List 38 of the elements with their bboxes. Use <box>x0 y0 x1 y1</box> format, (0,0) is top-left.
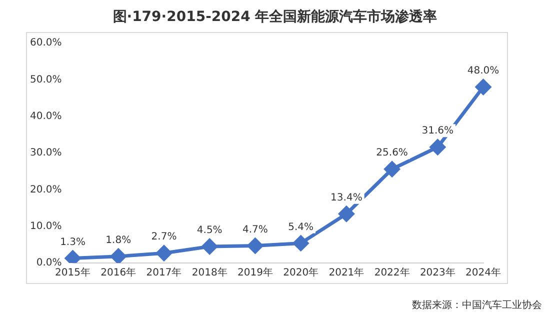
point <box>338 206 354 222</box>
x-tick-label: 2015年 <box>55 266 90 279</box>
data-label: 48.0% <box>467 66 500 77</box>
data-label: 25.6% <box>376 148 408 159</box>
y-tick-label: 30.0% <box>30 148 62 159</box>
y-tick-label: 0.0% <box>36 258 62 269</box>
data-label: 5.4% <box>288 222 314 233</box>
x-tick-label: 2023年 <box>420 266 456 279</box>
y-tick-label: 20.0% <box>30 184 62 196</box>
x-tick-label: 2024年 <box>466 266 501 279</box>
point <box>476 79 492 95</box>
point <box>110 248 126 263</box>
data-label: 4.5% <box>196 225 222 236</box>
x-tick-label: 2022年 <box>374 266 410 279</box>
y-tick-label: 50.0% <box>30 74 62 86</box>
point <box>202 238 218 254</box>
point <box>293 235 309 251</box>
x-tick-label: 2021年 <box>328 266 364 279</box>
x-tick-label: 2016年 <box>100 266 136 279</box>
point <box>384 161 400 177</box>
data-label: 1.8% <box>106 234 132 246</box>
data-label: 13.4% <box>330 192 362 204</box>
chart-title: 图·179·2015-2024 年全国新能源汽车市场渗透率 <box>112 8 438 26</box>
x-tick-label: 2019年 <box>237 266 273 279</box>
data-label: 2.7% <box>151 232 177 243</box>
y-tick-label: 40.0% <box>30 110 62 122</box>
data-label: 1.3% <box>60 236 86 248</box>
x-tick-label: 2020年 <box>283 266 319 279</box>
y-tick-label: 10.0% <box>30 220 62 232</box>
source-note: 数据来源：中国汽车工业协会 <box>411 298 542 312</box>
data-label: 31.6% <box>422 126 454 137</box>
data-label: 4.7% <box>242 224 268 236</box>
point <box>430 139 446 155</box>
point <box>247 238 263 254</box>
x-tick-label: 2018年 <box>192 266 228 279</box>
y-tick-label: 60.0% <box>30 38 62 49</box>
point <box>156 245 172 261</box>
x-tick-label: 2017年 <box>146 266 182 279</box>
